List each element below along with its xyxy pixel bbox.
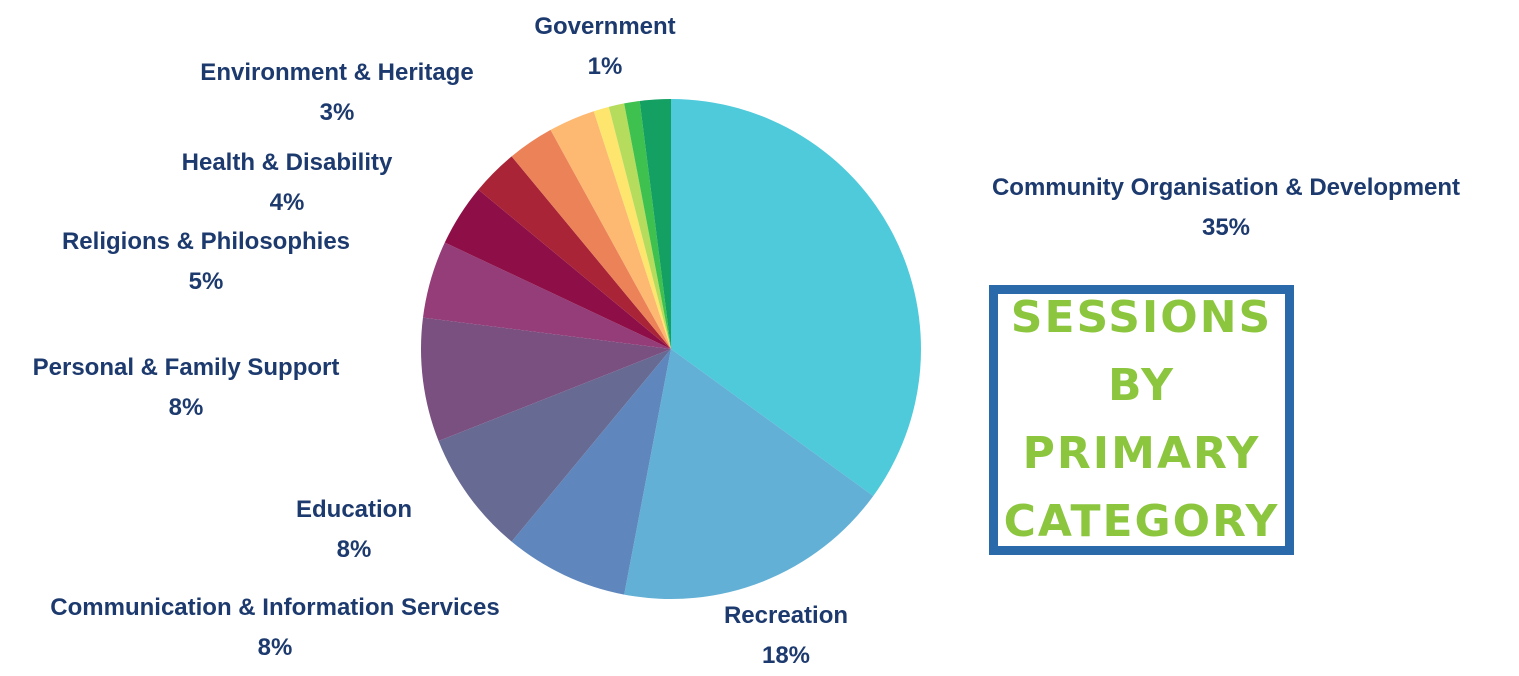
pie-slice-7 — [478, 156, 671, 349]
label-percent: 8% — [257, 634, 293, 661]
pie-slice-11 — [608, 103, 671, 350]
pie-slice-8 — [511, 129, 671, 349]
label-environment-heritage: Environment & Heritage 3% — [200, 53, 473, 133]
pie-slice-3 — [438, 349, 671, 542]
label-name: Communication & Information Services — [50, 594, 500, 621]
label-name: Religions & Philosophies — [61, 228, 351, 255]
pie-slice-6 — [444, 189, 671, 349]
label-name: Health & Disability — [181, 149, 393, 176]
pie-slice-1 — [624, 349, 874, 599]
label-government: Government 1% — [534, 7, 675, 87]
label-name: Government — [534, 13, 676, 40]
label-name: Community Organisation & Development — [991, 174, 1461, 201]
pie-slice-2 — [511, 349, 671, 595]
label-name: Recreation — [723, 602, 849, 629]
label-religions-philosophies: Religions & Philosophies 5% — [62, 222, 350, 302]
label-percent: 8% — [336, 536, 372, 563]
label-percent: 1% — [587, 53, 623, 80]
label-personal-family-support: Personal & Family Support 8% — [33, 348, 340, 428]
label-percent: 18% — [761, 642, 811, 669]
pie-slice-5 — [422, 242, 671, 349]
pie-slice-0 — [671, 99, 921, 496]
pie-slice-10 — [593, 106, 671, 349]
label-percent: 8% — [168, 394, 204, 421]
pie-slice-9 — [550, 111, 671, 350]
chart-title: Sessions by Primary Category — [1003, 292, 1280, 547]
label-health-disability: Health & Disability 4% — [182, 143, 393, 223]
chart-title-box: Sessions by Primary Category — [989, 285, 1294, 555]
label-name: Environment & Heritage — [200, 59, 474, 86]
label-percent: 4% — [269, 189, 305, 216]
pie-slice-13 — [639, 99, 671, 349]
pie-slice-12 — [624, 100, 671, 349]
label-community-organisation: Community Organisation & Development 35% — [992, 168, 1460, 248]
label-recreation: Recreation 18% — [724, 596, 848, 676]
label-percent: 5% — [188, 268, 224, 295]
label-communication-information: Communication & Information Services 8% — [50, 588, 499, 668]
label-percent: 35% — [1201, 214, 1251, 241]
label-percent: 3% — [319, 99, 355, 126]
pie-slice-4 — [421, 317, 671, 442]
label-name: Education — [295, 496, 413, 523]
label-education: Education 8% — [296, 490, 412, 570]
label-name: Personal & Family Support — [32, 354, 340, 381]
